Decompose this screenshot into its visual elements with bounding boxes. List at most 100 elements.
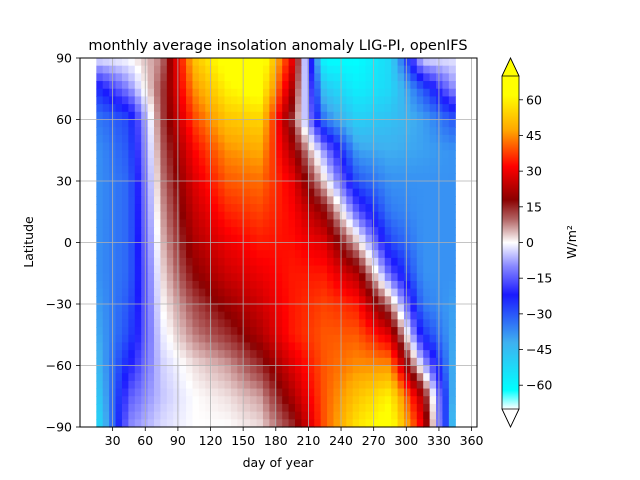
heatmap-cell [403,257,411,267]
heatmap-cell [198,111,206,121]
heatmap-cell [115,304,123,313]
heatmap-cell [198,288,206,297]
heatmap-cell [166,257,174,267]
heatmap-cell [442,334,450,344]
heatmap-cell [134,88,142,98]
heatmap-cell [327,265,335,274]
heatmap-cell [359,242,367,251]
heatmap-cell [102,150,110,159]
heatmap-cell [346,342,354,351]
heatmap-cell [128,58,136,67]
colorbar-body [502,76,519,409]
heatmap-cell [262,319,270,328]
heatmap-cell [333,211,341,221]
heatmap-cell [423,181,431,190]
heatmap-cell [448,157,456,167]
heatmap-cell [211,342,219,351]
heatmap-cell [442,411,450,420]
heatmap-cell [448,242,456,251]
heatmap-cell [154,219,162,228]
heatmap-cell [359,204,367,213]
heatmap-cell [301,419,309,428]
heatmap-cell [403,350,411,359]
heatmap-cell [442,242,450,251]
heatmap-cell [410,242,418,251]
heatmap-cell [365,204,373,213]
heatmap-cell [237,111,245,121]
heatmap-cell [160,242,168,251]
heatmap-cell [339,373,347,382]
heatmap-cell [436,403,444,413]
heatmap-cell [96,327,104,336]
heatmap-cell [256,173,264,182]
heatmap-cell [256,188,264,197]
heatmap-cell [282,127,290,136]
heatmap-cell [282,273,290,282]
heatmap-cell [384,296,392,305]
heatmap-cell [262,380,270,390]
heatmap-cell [102,327,110,336]
heatmap-cell [224,234,232,244]
heatmap-cell [211,280,219,290]
heatmap-cell [288,342,296,351]
heatmap-cell [371,373,379,382]
heatmap-cell [365,257,373,267]
heatmap-cell [121,234,129,244]
heatmap-cell [173,73,181,82]
heatmap-cell [314,111,322,121]
heatmap-cell [160,257,168,267]
heatmap-cell [205,296,213,305]
heatmap-cell [160,196,168,205]
heatmap-cell [346,242,354,251]
heatmap-cell [436,119,444,128]
heatmap-cell [339,219,347,228]
heatmap-cell [96,411,104,420]
heatmap-cell [224,411,232,420]
heatmap-cell [166,357,174,367]
heatmap-cell [295,342,303,351]
heatmap-cell [307,304,315,313]
heatmap-cell [211,196,219,205]
heatmap-cell [141,288,149,297]
heatmap-cell [134,211,142,221]
heatmap-cell [282,65,290,74]
heatmap-cell [192,173,200,182]
heatmap-cell [179,88,187,98]
heatmap-cell [134,304,142,313]
heatmap-cell [359,411,367,420]
heatmap-cell [410,396,418,405]
heatmap-cell [282,142,290,151]
heatmap-cell [166,403,174,413]
heatmap-cell [230,234,238,244]
colorbar-extend-max [501,57,520,77]
heatmap-cell [371,96,379,105]
heatmap-cell [186,265,194,274]
heatmap-cell [269,111,277,121]
heatmap-cell [327,280,335,290]
heatmap-cell [397,403,405,413]
heatmap-cell [429,204,437,213]
heatmap-cell [384,134,392,144]
heatmap-cell [128,380,136,390]
heatmap-cell [442,288,450,297]
heatmap-cell [198,365,206,374]
heatmap-cell [96,334,104,344]
heatmap-cell [378,111,386,121]
heatmap-cell [307,411,315,420]
heatmap-cell [96,227,104,236]
heatmap-cell [346,127,354,136]
heatmap-cell [339,273,347,282]
heatmap-cell [96,280,104,290]
heatmap-cell [416,304,424,313]
heatmap-cell [371,242,379,251]
heatmap-cell [237,327,245,336]
heatmap-cell [275,411,283,420]
heatmap-cell [301,88,309,98]
heatmap-cell [295,273,303,282]
heatmap-cell [301,250,309,259]
heatmap-cell [224,265,232,274]
heatmap-cell [333,188,341,197]
heatmap-cell [250,334,258,344]
heatmap-cell [352,380,360,390]
heatmap-cell [282,204,290,213]
